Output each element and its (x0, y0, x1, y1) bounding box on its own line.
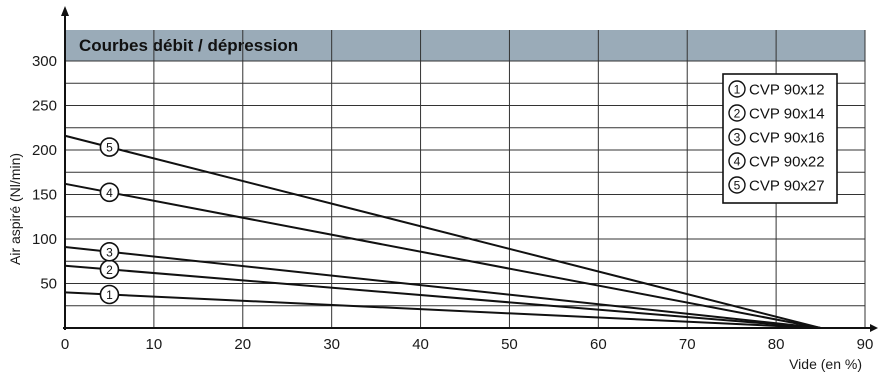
series-marker-label: 2 (106, 263, 113, 277)
chart-title: Courbes débit / dépression (79, 36, 298, 55)
y-tick-label: 300 (32, 53, 57, 70)
legend-marker-label: 1 (734, 83, 741, 97)
y-axis-ticks: 50 100 150 200 250 300 (32, 53, 57, 293)
x-tick-label: 0 (61, 336, 69, 353)
x-tick-label: 20 (234, 336, 251, 353)
series-line (64, 246, 821, 329)
series-line (64, 134, 821, 329)
legend-entry: CVP 90x22 (749, 154, 825, 171)
series-marker-label: 1 (106, 288, 113, 302)
legend-marker (728, 80, 746, 98)
legend-entry: CVP 90x16 (749, 130, 825, 147)
series-marker-label: 3 (106, 245, 113, 259)
legend-marker-label: 2 (734, 107, 741, 121)
x-axis-label: Vide (en %) (789, 356, 862, 372)
x-axis-ticks: 0 10 20 30 40 50 60 70 80 90 (61, 336, 874, 353)
y-axis-label: Air aspiré (Nl/min) (7, 153, 23, 265)
legend-marker (728, 152, 746, 170)
series-marker-label: 5 (106, 141, 113, 155)
y-tick-label: 200 (32, 142, 57, 159)
y-axis-arrow (61, 6, 69, 16)
legend-entry: CVP 90x12 (749, 82, 825, 99)
legend-marker (728, 176, 746, 194)
series-line (64, 264, 821, 329)
x-tick-label: 70 (679, 336, 696, 353)
legend-entry: CVP 90x14 (749, 106, 825, 123)
y-tick-label: 100 (32, 231, 57, 248)
title-band (65, 30, 865, 61)
y-tick-label: 50 (40, 276, 57, 293)
x-tick-label: 60 (590, 336, 607, 353)
axes (61, 6, 878, 332)
series-line (64, 291, 821, 329)
series-marker (99, 241, 120, 262)
x-tick-label: 80 (768, 336, 785, 353)
legend-marker-label: 5 (734, 179, 741, 193)
series-line (64, 182, 821, 329)
x-tick-label: 10 (146, 336, 163, 353)
y-tick-label: 150 (32, 187, 57, 204)
series-marker (99, 284, 120, 305)
series-marker (99, 182, 120, 203)
x-tick-label: 50 (501, 336, 518, 353)
x-tick-label: 30 (323, 336, 340, 353)
series-markers: 1 2 3 4 5 (99, 137, 120, 305)
x-tick-label: 90 (857, 336, 874, 353)
legend-marker (728, 104, 746, 122)
legend-marker-label: 3 (734, 131, 741, 145)
series-marker (99, 137, 120, 157)
legend: 1 CVP 90x12 2 CVP 90x14 3 CVP 90x16 4 CVP 90x22… (722, 73, 838, 204)
y-tick-label: 250 (32, 98, 57, 115)
series-lines (64, 134, 821, 329)
x-tick-label: 40 (412, 336, 429, 353)
x-axis-arrow (870, 324, 878, 332)
legend-marker-label: 4 (734, 155, 741, 169)
legend-entry: CVP 90x27 (749, 178, 825, 195)
series-marker-label: 4 (106, 186, 113, 200)
legend-marker (728, 128, 746, 146)
